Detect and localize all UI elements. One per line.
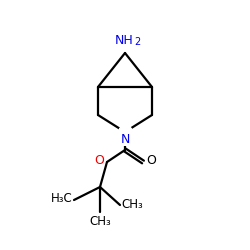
Text: H₃C: H₃C xyxy=(51,192,73,205)
Text: CH₃: CH₃ xyxy=(89,215,111,228)
Text: 2: 2 xyxy=(134,37,140,47)
Text: CH₃: CH₃ xyxy=(121,198,143,210)
Text: O: O xyxy=(146,154,156,168)
Text: O: O xyxy=(94,154,104,168)
Text: NH: NH xyxy=(114,34,134,47)
Text: N: N xyxy=(120,133,130,146)
